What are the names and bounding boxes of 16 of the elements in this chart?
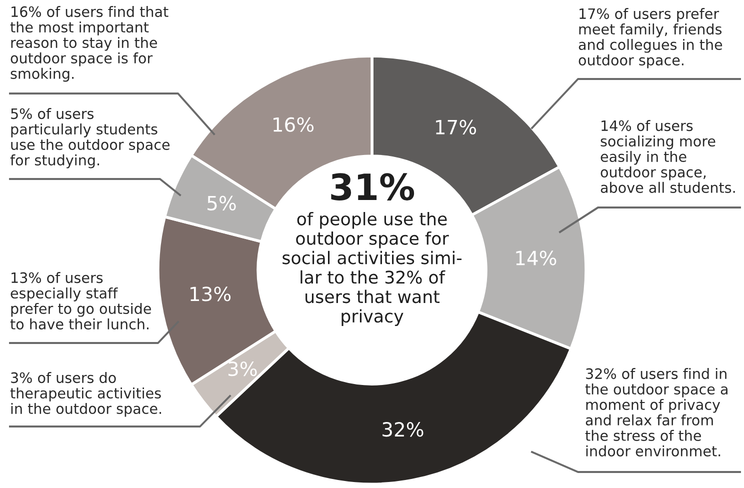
text: 13% of users especially staff prefer to go outside to have their lunch. — [10, 272, 151, 330]
text: 32% of users find in the outdoor space a moment of privacy and relax far from the stress of the indoor environmet. — [585, 368, 728, 456]
text: 3% of users do therapeutic activities in the outdoor space. — [10, 372, 162, 417]
text: of people use the outdoor space for social activities simi- lar to the 32% of users that want privacy — [282, 212, 462, 326]
data-label: 3% — [228, 361, 257, 376]
text: 16% of users find that the most important reason to stay in the outdoor space is for smoking. — [10, 6, 168, 82]
data-label: 17% — [436, 120, 476, 134]
data-label: 13% — [190, 286, 231, 302]
data-label: 14% — [516, 250, 556, 266]
text: 14% of users socializing more easily in the outdoor space, above all students. — [600, 120, 735, 193]
text: 5% of users particularly students use the outdoor space for studying. — [10, 108, 170, 168]
text: 31% — [331, 173, 414, 200]
data-label: 32% — [382, 422, 424, 437]
data-label: 16% — [274, 117, 314, 132]
text: 17% of users prefer meet family, friends and collegues in the outdoor space. — [578, 8, 722, 68]
data-label: 5% — [208, 196, 236, 211]
